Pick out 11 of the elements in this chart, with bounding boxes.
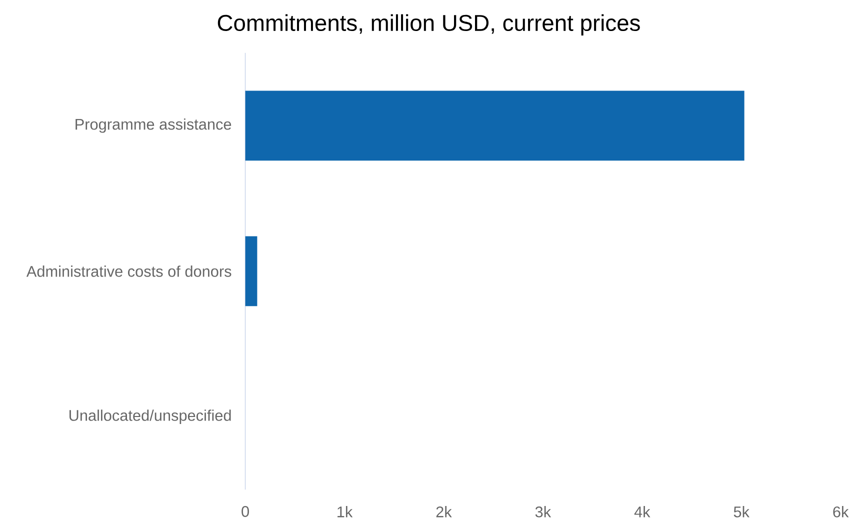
x-tick-label: 6k: [833, 506, 849, 518]
x-tick-label: 3k: [535, 506, 552, 518]
x-tick-label: 4k: [634, 506, 650, 518]
x-tick-label: 5k: [734, 506, 750, 518]
y-tick-label: Administrative costs of donors: [26, 266, 232, 278]
chart-title: Commitments, million USD, current prices: [218, 14, 640, 36]
x-tick-label: 2k: [436, 506, 452, 518]
x-tick-label: 1k: [338, 506, 353, 518]
x-tick-label: 0: [242, 506, 249, 518]
y-tick-label: Unallocated/unspecified: [70, 410, 231, 424]
y-tick-label: Programme assistance: [76, 118, 232, 133]
